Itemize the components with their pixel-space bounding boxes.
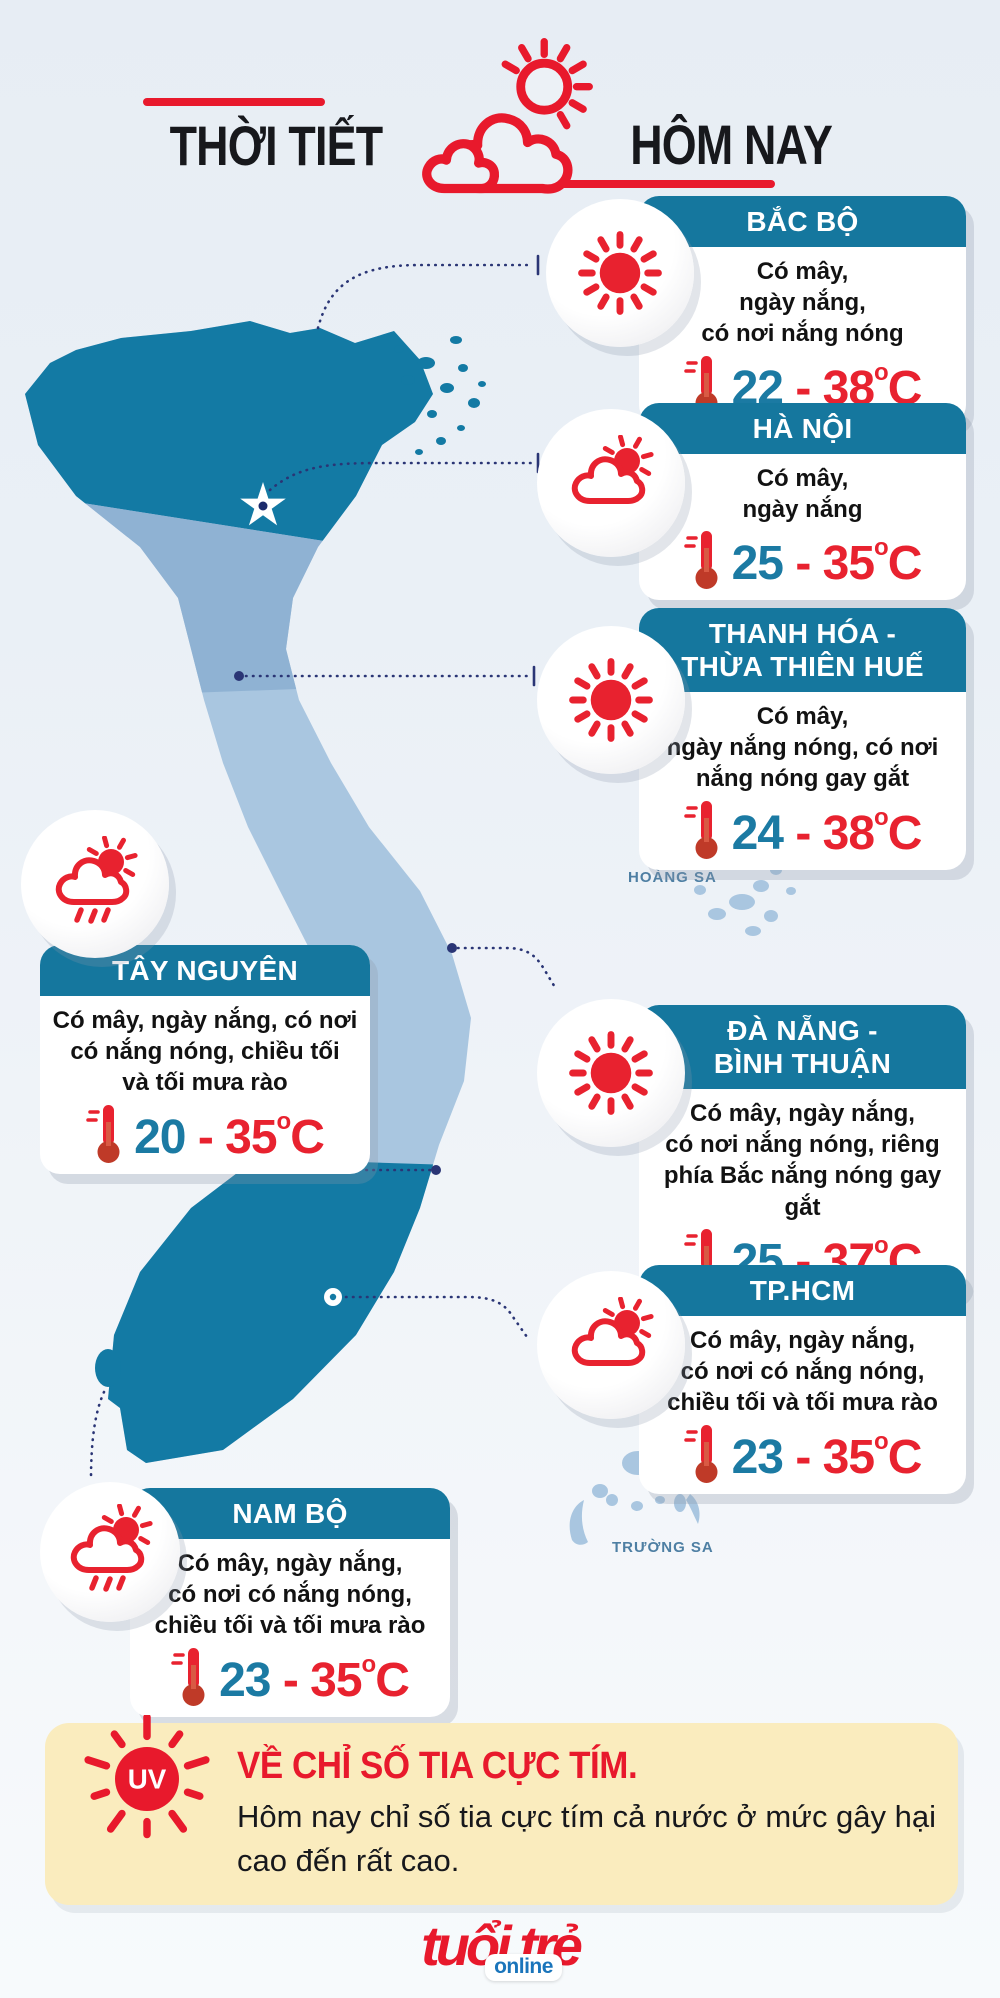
halong-islands (394, 336, 486, 455)
forecast-text: Có mây, ngày nắng (742, 465, 863, 524)
weather-icon-circle (537, 1271, 685, 1419)
weather-card-nam-bo: NAM BỘ Có mây, ngày nắng, có nơi có nắng… (130, 1488, 450, 1717)
region-name: THANH HÓA - THỪA THIÊN HUẾ (639, 608, 966, 693)
thermometer-icon (683, 800, 718, 859)
hcmc-dot-marker (324, 1288, 342, 1306)
title-right-block: HÔM NAY (556, 98, 857, 188)
region-name: NAM BỘ (130, 1488, 450, 1540)
thermometer-icon (86, 1104, 120, 1163)
region-name: ĐÀ NẴNG - BÌNH THUẬN (639, 1005, 966, 1090)
temperature-row: 23 - 35oC (639, 1419, 966, 1494)
weather-card-da-nang-binh-thuan: ĐÀ NẴNG - BÌNH THUẬN Có mây, ngày nắng, … (639, 1005, 966, 1298)
hoang-sa-label: HOÀNG SA (628, 869, 717, 886)
tuoitre-logo: tuổi trẻ online (421, 1918, 583, 1981)
weather-icon-circle (40, 1482, 180, 1622)
page-title: THỜI TIẾT HÔM NAY (0, 37, 1000, 204)
temperature-row: 24 - 38oC (639, 795, 966, 870)
weather-icon-circle (537, 999, 685, 1147)
region-name: BẮC BỘ (639, 196, 966, 248)
truong-sa-islands (569, 1451, 700, 1545)
uv-index-panel: UV VỀ CHỈ SỐ TIA CỰC TÍM. Hôm nay chỉ số… (45, 1715, 958, 1905)
truong-sa-label: TRƯỜNG SA (612, 1538, 714, 1556)
phu-quoc-island (95, 1349, 121, 1387)
uv-title: VỀ CHỈ SỐ TIA CỰC TÍM. (237, 1745, 638, 1787)
temperature-value: 24 - 38oC (731, 803, 923, 860)
region-name: TP.HCM (639, 1265, 966, 1317)
logo-online-badge: online (485, 1954, 562, 1981)
weather-icon-circle (537, 409, 685, 557)
cloud-sun-rain-icon (70, 1504, 153, 1592)
forecast-text: Có mây, ngày nắng, có nơi nắng nóng (701, 258, 904, 348)
title-left-block: THỜI TIẾT (142, 98, 409, 177)
forecast-text: Có mây, ngày nắng, có nơi nắng nóng, riê… (663, 1100, 942, 1221)
footer: tuổi trẻ online (0, 1918, 1000, 1981)
weather-card-bac-bo: BẮC BỘ Có mây, ngày nắng, có nơi nắng nó… (639, 196, 966, 425)
temperature-value: 25 - 35oC (731, 534, 923, 591)
temperature-value: 23 - 35oC (731, 1427, 923, 1484)
cloud-sun-icon (571, 1297, 654, 1366)
cloud-sun-title-icon (421, 37, 593, 194)
temperature-value: 23 - 35oC (219, 1650, 410, 1707)
temperature-row: 25 - 35oC (639, 525, 966, 600)
forecast-text: Có mây, ngày nắng, có nơi có nắng nóng, … (52, 1007, 358, 1097)
temperature-value: 20 - 35oC (134, 1107, 325, 1164)
weather-card-tay-nguyen: TÂY NGUYÊN Có mây, ngày nắng, có nơi có … (40, 945, 370, 1174)
uv-icon-label: UV (128, 1764, 167, 1795)
thermometer-icon (171, 1647, 205, 1706)
title-right-text: HÔM NAY (629, 113, 833, 176)
weather-card-thanh-hoa-hue: THANH HÓA - THỪA THIÊN HUẾ Có mây, ngày … (639, 608, 966, 870)
sun-icon (578, 231, 662, 315)
connector-dots (234, 671, 457, 1175)
title-accent-bar-bottom (556, 180, 775, 188)
title-left-text: THỜI TIẾT (169, 114, 383, 177)
title-accent-bar-top (142, 98, 325, 106)
forecast-text: Có mây, ngày nắng nóng, có nơi nắng nóng… (666, 703, 939, 793)
thermometer-icon (683, 531, 718, 590)
forecast-text: Có mây, ngày nắng, có nơi có nắng nóng, … (154, 1550, 426, 1640)
temperature-row: 20 - 35oC (40, 1099, 370, 1174)
thermometer-icon (683, 1424, 718, 1483)
weather-icon-circle (537, 626, 685, 774)
sun-icon (569, 1031, 653, 1115)
uv-sun-icon: UV (84, 1715, 210, 1839)
forecast-text: Có mây, ngày nắng, có nơi có nắng nóng, … (667, 1327, 938, 1417)
weather-icon-circle (546, 199, 694, 347)
hanoi-star-marker (240, 482, 286, 526)
temperature-row: 23 - 35oC (130, 1642, 450, 1717)
uv-body-text: Hôm nay chỉ số tia cực tím cả nước ở mức… (237, 1799, 937, 1879)
weather-card-ha-noi: HÀ NỘI Có mây, ngày nắng 25 - 35oC (639, 403, 966, 601)
temperature-value: 25 - 37oC (731, 1231, 923, 1288)
sun-icon (569, 658, 653, 742)
weather-icon-circle (21, 810, 169, 958)
region-name: HÀ NỘI (639, 403, 966, 455)
cloud-sun-icon (571, 435, 654, 504)
weather-card-tp-hcm: TP.HCM Có mây, ngày nắng, có nơi có nắng… (639, 1265, 966, 1494)
cloud-sun-rain-icon (55, 836, 138, 924)
